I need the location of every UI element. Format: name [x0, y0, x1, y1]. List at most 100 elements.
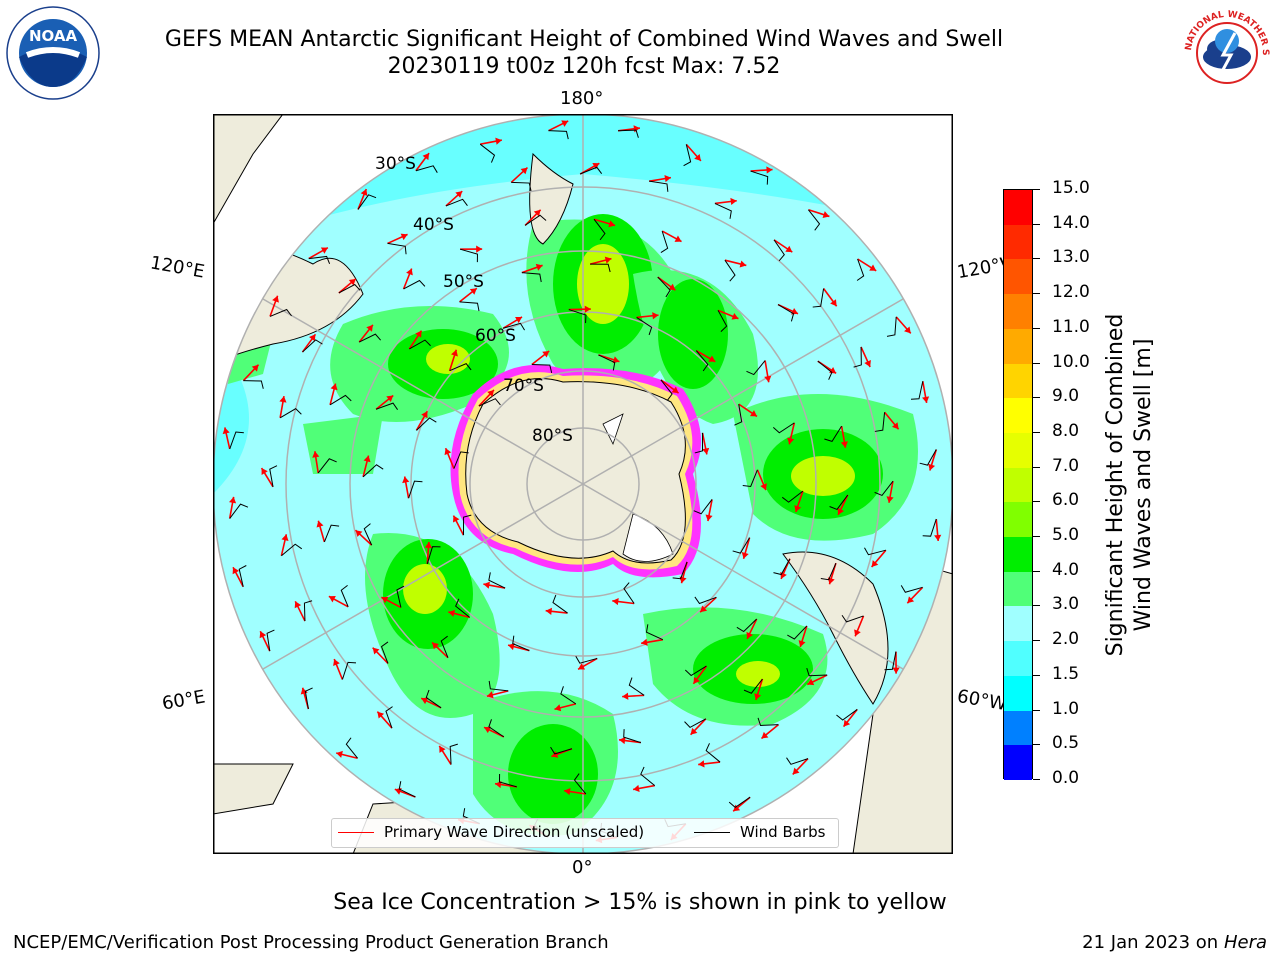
wind-barb: [645, 624, 664, 641]
wave-arrow-head: [708, 355, 716, 362]
wave-arrow-head: [807, 678, 815, 686]
wind-barb: [329, 394, 352, 406]
wave-arrow-head: [251, 364, 259, 372]
wind-barb: [387, 242, 407, 255]
wave-arrow-head: [402, 476, 410, 484]
wind-barb: [345, 737, 358, 759]
page-title: GEFS MEAN Antarctic Significant Height o…: [164, 27, 1004, 52]
colorbar-tick-label: 10.0: [1052, 351, 1090, 372]
lat-label-60s: 60°S: [475, 326, 516, 346]
wind-barb: [628, 677, 645, 696]
colorbar-tick-label: 5.0: [1052, 525, 1080, 546]
wind-barb: [488, 572, 506, 589]
wind-barb: [743, 678, 763, 694]
wind-barb: [363, 523, 373, 546]
wind-barb: [781, 490, 804, 503]
wave-arrow-head: [843, 719, 851, 727]
wind-barb: [787, 625, 808, 640]
wind-barb: [362, 464, 384, 478]
wave-arrow-head: [232, 567, 240, 575]
wind-barb: [773, 558, 791, 576]
wave-arrow-head: [619, 736, 626, 745]
polar-map: 30°S 40°S 50°S 60°S 70°S 80°S: [213, 114, 953, 854]
wind-barb: [874, 480, 894, 497]
wave-arrow-head: [495, 137, 502, 145]
wave-arrow-head: [279, 396, 287, 403]
colorbar-tick-mark: [1033, 397, 1040, 399]
wind-barb: [281, 543, 303, 557]
colorbar-tick-mark: [1033, 431, 1040, 433]
wave-arrow-head: [545, 607, 553, 615]
wind-barb: [478, 398, 501, 407]
wave-arrow-head: [476, 245, 483, 253]
wave-arrow-head: [381, 596, 389, 604]
wave-arrow-head: [561, 120, 569, 127]
wave-arrow-head: [535, 263, 543, 271]
wind-barb: [550, 746, 573, 755]
wind-barb: [886, 316, 897, 337]
wind-barb: [416, 417, 437, 431]
footer-credit: NCEP/EMC/Verification Post Processing Pr…: [13, 932, 609, 953]
wave-arrow-head: [328, 596, 336, 603]
wave-arrow-head: [760, 483, 767, 491]
wind-barb: [742, 469, 758, 488]
wave-arrow-head: [386, 395, 394, 403]
wind-barb: [279, 408, 302, 419]
wave-arrow-head: [455, 191, 463, 198]
wind-barb: [695, 350, 709, 372]
wind-barb: [640, 766, 656, 786]
colorbar-tick-label: 2.0: [1052, 629, 1080, 650]
colorbar-tick-label: 6.0: [1052, 490, 1080, 511]
wind-barb: [812, 288, 825, 308]
colorbar-tick-label: 7.0: [1052, 455, 1080, 476]
wind-barb: [560, 686, 577, 705]
wave-arrow-head: [622, 692, 629, 700]
wave-arrow-head: [542, 350, 550, 358]
wave-arrow-head: [451, 349, 458, 357]
wind-barb: [449, 363, 472, 372]
wind-barb: [266, 629, 275, 652]
lon-label-0: 0°: [572, 857, 593, 878]
wave-arrow-head: [222, 427, 230, 435]
wind-barb: [462, 514, 472, 536]
land-australia-corner: [213, 114, 284, 226]
wave-arrow-head: [705, 514, 713, 522]
colorbar-tick-label: 8.0: [1052, 420, 1080, 441]
wave-arrow-head: [749, 410, 757, 417]
wave-arrow-head: [702, 447, 710, 455]
wind-barb: [593, 218, 606, 241]
wave-arrow-head: [487, 389, 494, 397]
wind-barb: [479, 143, 496, 163]
colorbar: [1003, 189, 1033, 781]
colorbar-tick-label: 4.0: [1052, 559, 1080, 580]
colorbar-segment: [1004, 745, 1032, 781]
wave-arrow-head: [316, 520, 324, 528]
colorbar-tick-mark: [1033, 258, 1040, 260]
wind-barb: [660, 230, 669, 253]
wave-arrow-head: [671, 386, 679, 394]
wind-barb: [900, 585, 923, 593]
colorbar-tick-mark: [1033, 779, 1040, 780]
footer-date: 21 Jan 2023 on Hera: [1082, 932, 1267, 953]
wave-arrow-head: [664, 175, 671, 183]
colorbar-tick-mark: [1033, 674, 1040, 676]
colorbar-segment: [1004, 502, 1032, 538]
wind-barb: [425, 689, 442, 709]
colorbar-tick-label: 15.0: [1052, 178, 1090, 198]
wave-arrow-head: [612, 356, 620, 364]
wind-barb: [398, 781, 416, 798]
wind-barb: [694, 432, 704, 454]
wave-arrow-head: [320, 247, 328, 254]
wind-barb: [511, 181, 532, 191]
wind-barb: [717, 310, 728, 332]
colorbar-tick-mark: [1033, 293, 1040, 295]
wave-arrow-head: [444, 448, 452, 456]
colorbar-tick-label: 12.0: [1052, 282, 1090, 303]
colorbar-tick-label: 0.5: [1052, 733, 1080, 754]
wave-arrow-head: [229, 496, 237, 504]
legend-item-barbs: Wind Barbs: [694, 823, 825, 841]
wave-arrow-head: [281, 534, 289, 541]
wind-barb: [238, 565, 247, 587]
wave-arrow-head: [422, 153, 430, 161]
wind-barb: [243, 380, 264, 389]
